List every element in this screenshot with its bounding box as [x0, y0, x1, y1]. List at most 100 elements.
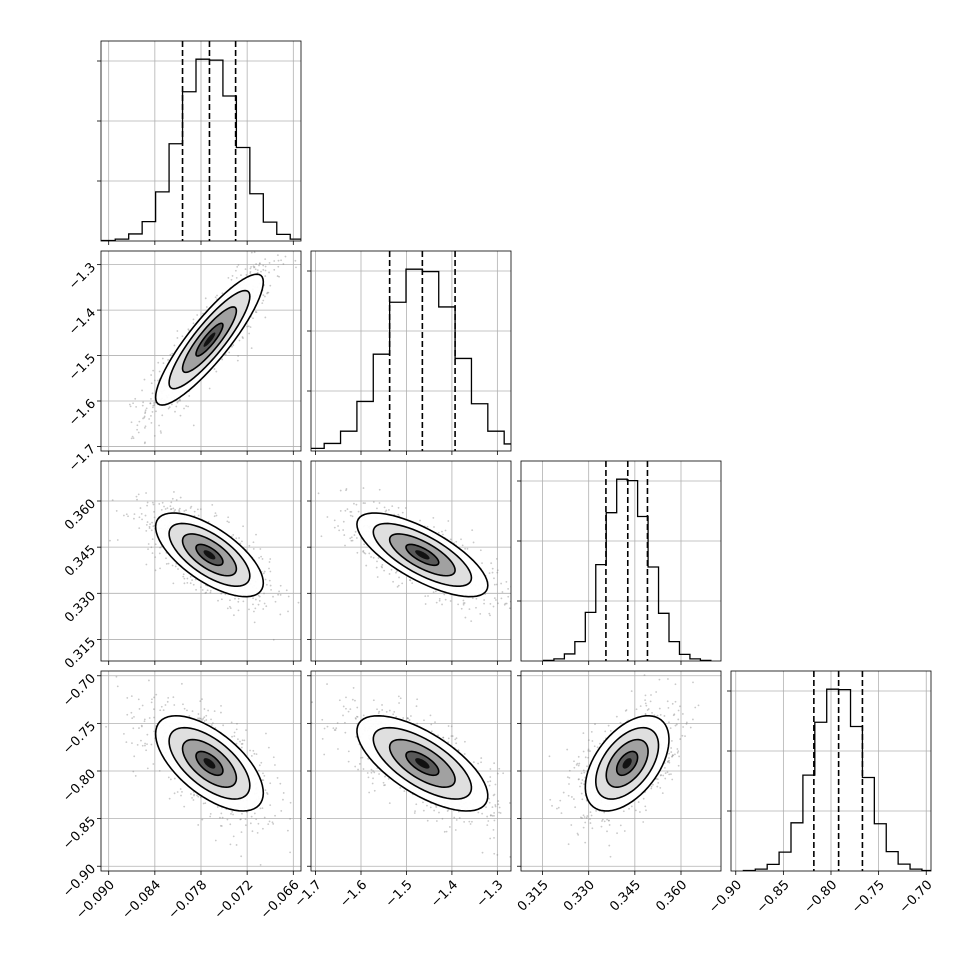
- scatter-point: [166, 700, 169, 703]
- scatter-point: [193, 793, 196, 796]
- scatter-point: [493, 577, 495, 580]
- scatter-point: [226, 520, 229, 523]
- scatter-point: [237, 264, 240, 266]
- scatter-point: [351, 539, 354, 542]
- y-tick-label: −0.80: [60, 766, 99, 805]
- scatter-point: [262, 264, 265, 267]
- scatter-point: [150, 743, 153, 746]
- scatter-point: [409, 579, 412, 582]
- scatter-point: [150, 701, 153, 704]
- scatter-point: [367, 757, 370, 760]
- scatter-point: [323, 753, 326, 756]
- scatter-point: [202, 802, 205, 805]
- scatter-point: [269, 584, 272, 587]
- scatter-point: [299, 246, 301, 248]
- scatter-point: [500, 597, 503, 600]
- scatter-point: [481, 851, 484, 854]
- scatter-point: [234, 597, 236, 600]
- scatter-point: [128, 403, 131, 406]
- scatter-point: [176, 401, 179, 404]
- scatter-point: [237, 355, 240, 357]
- scatter-point: [214, 296, 217, 299]
- x-tick-label: −1.3: [474, 878, 507, 911]
- contour-line: [195, 543, 224, 567]
- scatter-point: [601, 820, 603, 822]
- scatter-point: [144, 425, 147, 428]
- scatter-point: [269, 558, 272, 560]
- scatter-point: [356, 551, 359, 554]
- scatter-point: [172, 507, 175, 510]
- scatter-point: [229, 823, 232, 826]
- scatter-point: [240, 746, 243, 749]
- scatter-point: [132, 727, 135, 730]
- scatter-point: [253, 752, 256, 755]
- scatter-point: [493, 762, 496, 765]
- scatter-point: [375, 566, 378, 569]
- scatter-point: [152, 763, 155, 765]
- scatter-point: [150, 529, 153, 532]
- scatter-point: [472, 761, 475, 764]
- scatter-point: [220, 711, 222, 714]
- scatter-point: [249, 272, 252, 274]
- scatter-point: [261, 807, 264, 810]
- scatter-point: [258, 599, 261, 602]
- contour-line: [356, 512, 489, 598]
- scatter-point: [235, 728, 238, 731]
- scatter-point: [116, 685, 119, 688]
- scatter-point: [258, 556, 261, 559]
- scatter-point: [501, 591, 504, 593]
- scatter-point: [263, 602, 266, 605]
- scatter-point: [450, 735, 453, 737]
- scatter-point: [192, 583, 195, 586]
- scatter-point: [153, 708, 155, 711]
- scatter-point: [277, 265, 280, 268]
- scatter-point: [495, 557, 498, 560]
- scatter-point: [201, 698, 203, 701]
- scatter-point: [168, 406, 171, 409]
- scatter-point: [443, 830, 446, 833]
- scatter-point: [344, 544, 346, 547]
- scatter-point: [264, 789, 267, 792]
- scatter-point: [499, 812, 502, 814]
- scatter-point: [287, 610, 289, 613]
- scatter-point: [471, 820, 473, 823]
- scatter-point: [339, 510, 342, 512]
- scatter-point: [663, 715, 666, 717]
- scatter-point: [276, 275, 279, 277]
- scatter-point: [344, 721, 346, 724]
- scatter-point: [179, 414, 182, 417]
- scatter-point: [399, 786, 402, 789]
- scatter-point: [249, 267, 252, 270]
- scatter-point: [381, 704, 383, 706]
- scatter-point: [442, 736, 445, 739]
- scatter-point: [385, 710, 388, 713]
- x-tick-label: −0.084: [119, 878, 164, 923]
- scatter-point: [407, 717, 409, 720]
- scatter-point: [235, 537, 238, 540]
- scatter-point: [235, 844, 238, 846]
- scatter-point: [489, 814, 492, 817]
- scatter-point: [372, 699, 375, 702]
- scatter-point: [493, 836, 495, 839]
- scatter-point: [463, 820, 466, 823]
- scatter-point: [488, 797, 490, 800]
- scatter-point: [491, 806, 494, 809]
- scatter-point: [445, 830, 448, 833]
- scatter-point: [146, 501, 149, 504]
- scatter-point: [232, 534, 235, 536]
- scatter-point: [378, 773, 380, 775]
- scatter-point: [130, 437, 133, 440]
- contour-line: [372, 522, 473, 588]
- scatter-point: [356, 715, 359, 718]
- scatter-point: [136, 424, 139, 427]
- y-tick-label: 0.330: [62, 589, 99, 626]
- scatter-point: [279, 584, 282, 587]
- scatter-point: [344, 509, 347, 512]
- scatter-point: [191, 710, 194, 713]
- y-tick-label: −1.7: [66, 442, 99, 475]
- scatter-point: [158, 552, 161, 555]
- scatter-point: [199, 508, 202, 511]
- scatter-point: [185, 509, 187, 512]
- scatter-point: [357, 510, 360, 513]
- scatter-point: [164, 704, 167, 706]
